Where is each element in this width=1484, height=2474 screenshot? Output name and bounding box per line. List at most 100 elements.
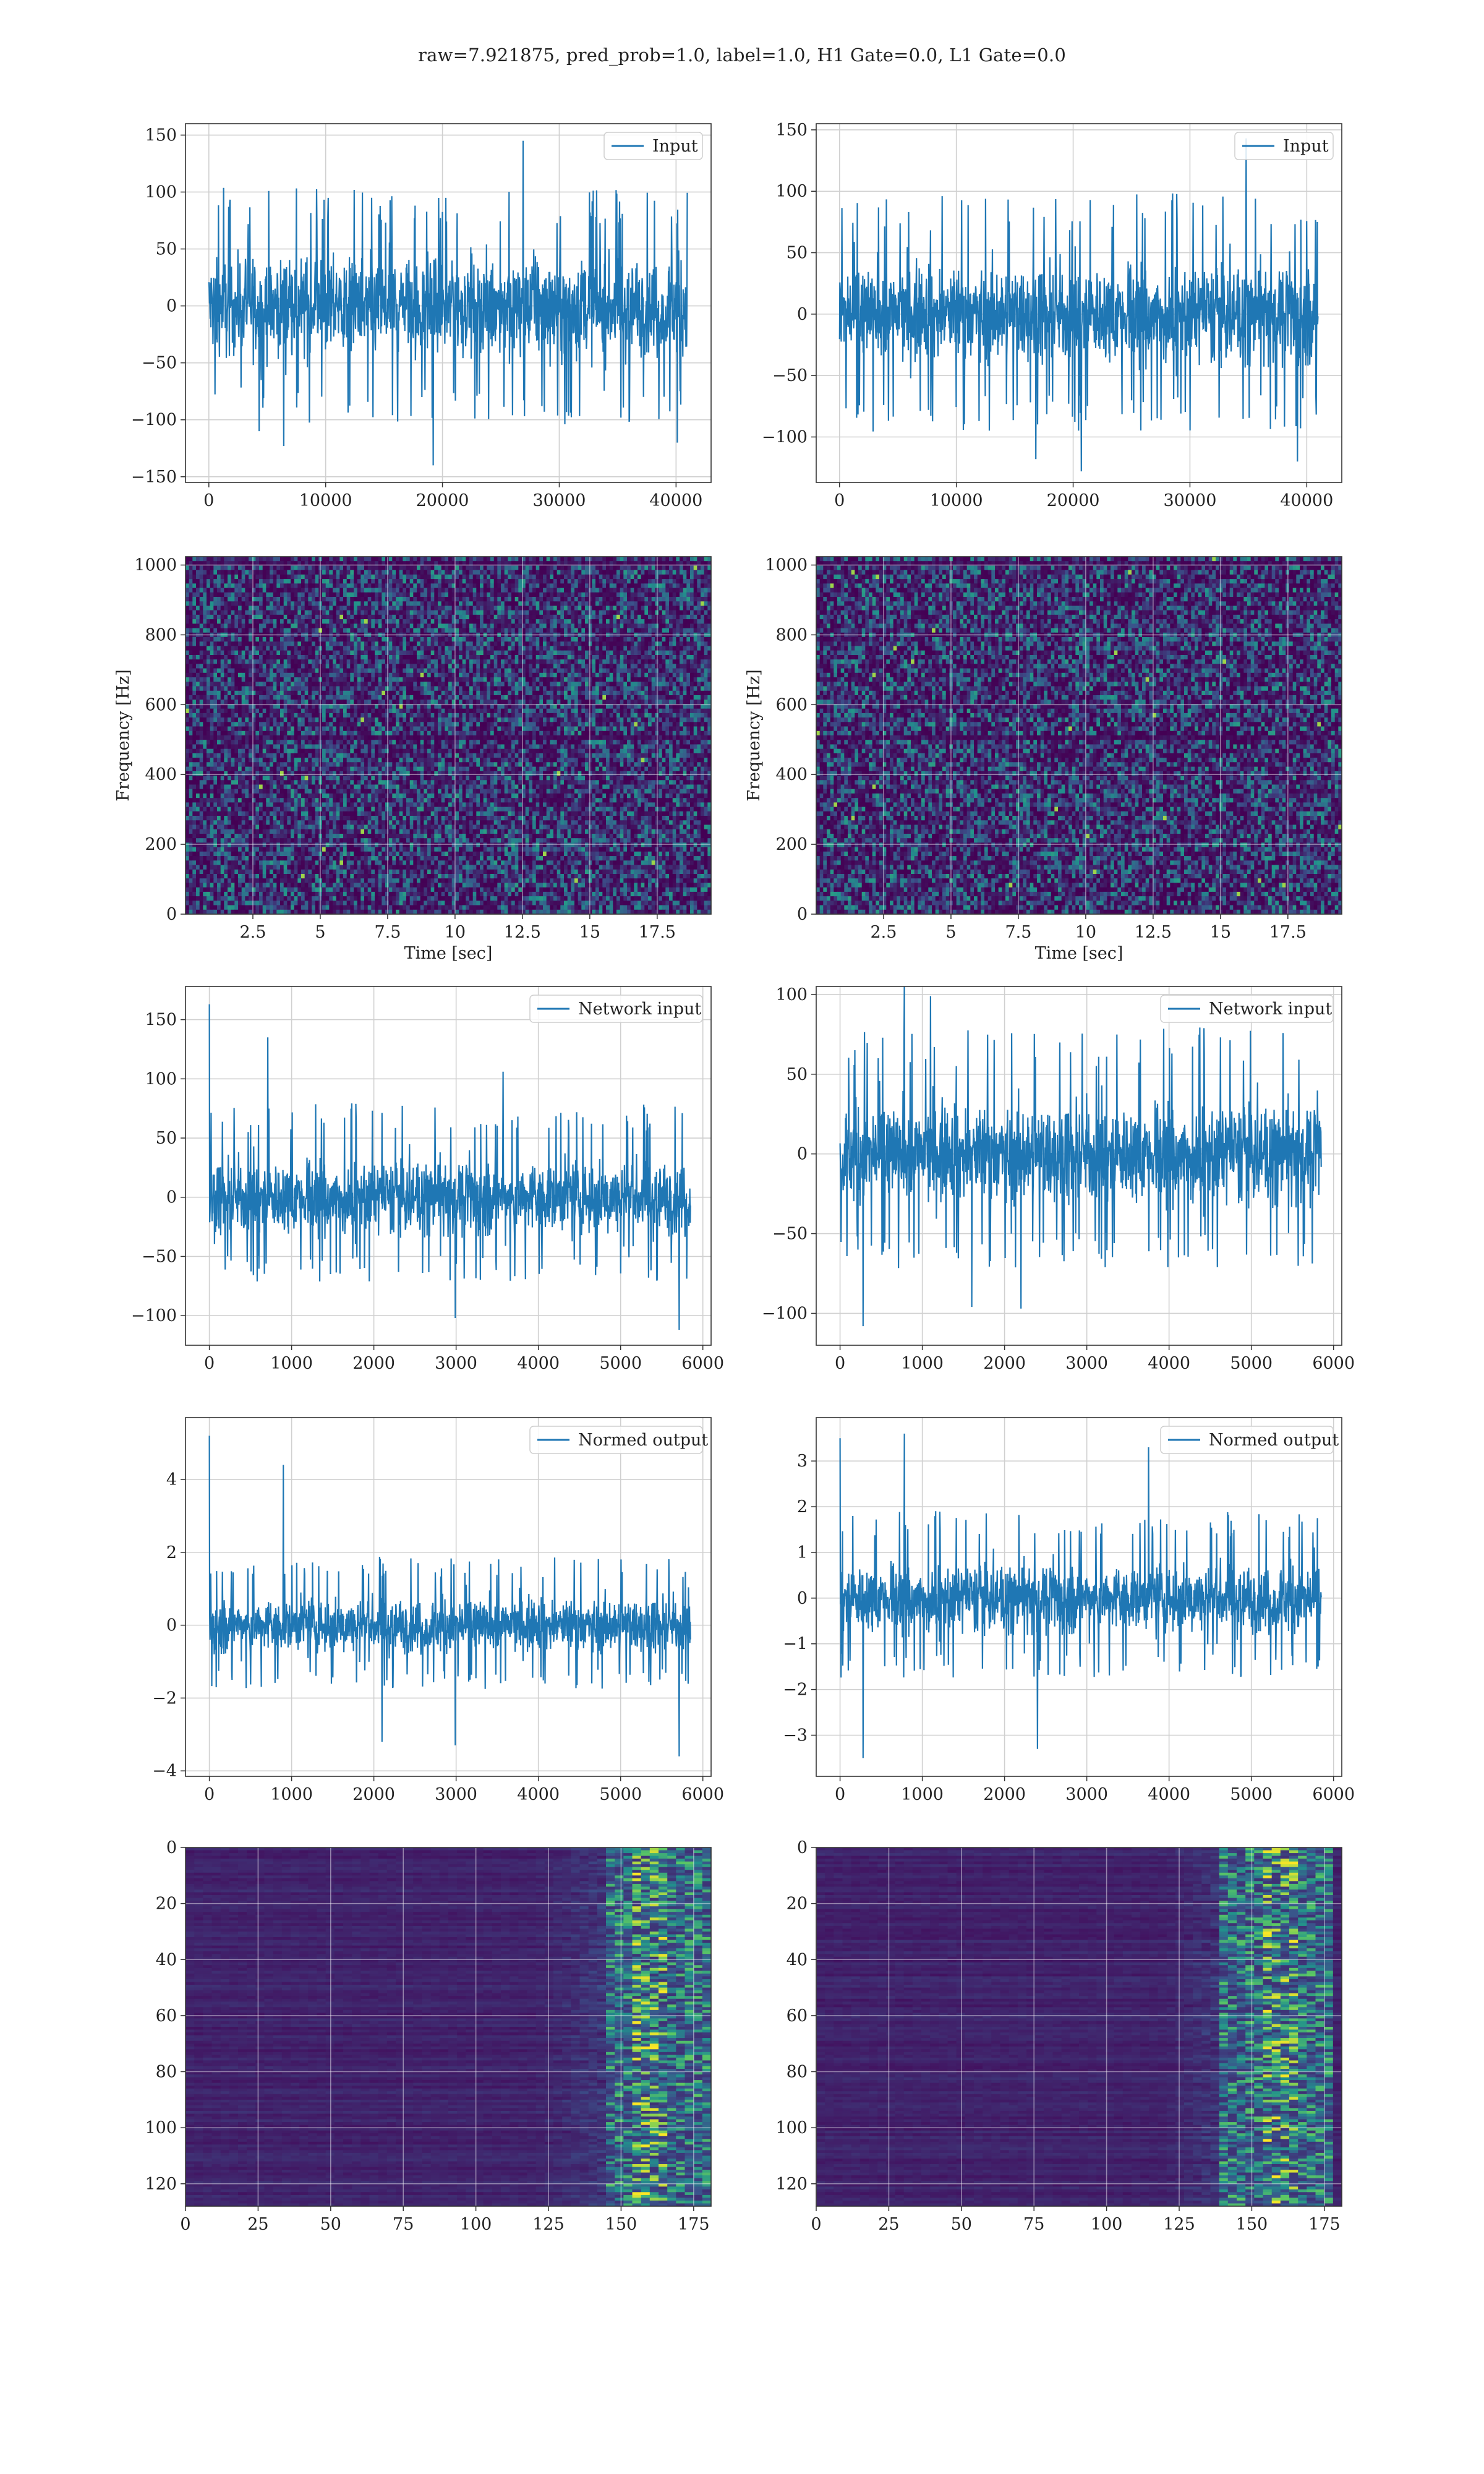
y-tick-label: 0 xyxy=(797,1838,808,1857)
y-tick-label: 600 xyxy=(775,695,808,714)
y-tick-label: −100 xyxy=(131,411,177,430)
heatmap-image xyxy=(186,557,711,914)
x-tick-label: 4000 xyxy=(1148,1354,1190,1373)
y-tick-label: −2 xyxy=(152,1689,177,1708)
figure-title: raw=7.921875, pred_prob=1.0, label=1.0, … xyxy=(0,45,1484,66)
axes-frame xyxy=(816,1847,1342,2207)
y-tick-label: 0 xyxy=(166,1188,177,1207)
subplot-r3-c0: 0 1000 2000 3000 4000 5000 6000 −4 −2 0 2 4 Normed o… xyxy=(152,1417,724,1804)
subplot-r1-c0: 2.5 5 7.5 10 12.5 15 17.5 0 200 400 600 800 1000 Time… xyxy=(114,556,712,963)
y-tick-label: 1 xyxy=(797,1543,808,1562)
y-tick-label: −2 xyxy=(783,1680,808,1700)
y-tick-label: 400 xyxy=(775,765,808,784)
x-tick-label: 5 xyxy=(945,923,956,942)
y-tick-label: 80 xyxy=(156,2063,177,2082)
series-line xyxy=(839,987,1322,1327)
x-tick-label: 17.5 xyxy=(1269,923,1307,942)
x-tick-label: 0 xyxy=(835,1785,845,1804)
x-tick-label: 15 xyxy=(1210,923,1231,942)
axes-frame xyxy=(816,1417,1342,1777)
legend-label: Normed output xyxy=(1209,1431,1339,1450)
y-tick-label: 0 xyxy=(797,905,808,924)
y-tick-label: −50 xyxy=(772,366,808,385)
legend: Normed output xyxy=(529,1426,708,1454)
legend: Network input xyxy=(529,995,703,1023)
x-tick-label: 2000 xyxy=(352,1354,395,1373)
x-tick-label: 12.5 xyxy=(1135,923,1172,942)
legend-label: Network input xyxy=(578,999,701,1019)
subplot-r1-c1: 2.5 5 7.5 10 12.5 15 17.5 0 200 400 600 800 1000 Time… xyxy=(744,556,1342,963)
x-tick-label: 5000 xyxy=(1230,1785,1273,1804)
x-axis-label: Time [sec] xyxy=(404,944,493,963)
x-tick-label: 0 xyxy=(204,1785,215,1804)
series-line xyxy=(839,1433,1322,1758)
y-tick-label: −100 xyxy=(762,428,808,447)
x-tick-label: 4000 xyxy=(517,1354,560,1373)
x-tick-label: 4000 xyxy=(517,1785,560,1804)
y-tick-label: −4 xyxy=(152,1761,177,1781)
y-tick-label: 20 xyxy=(787,1894,808,1914)
legend-label: Network input xyxy=(1209,999,1332,1019)
x-tick-label: 175 xyxy=(1308,2215,1341,2234)
x-tick-label: 1000 xyxy=(270,1785,313,1804)
x-tick-label: 0 xyxy=(204,1354,215,1373)
y-tick-label: 150 xyxy=(145,1011,177,1030)
y-tick-label: 50 xyxy=(156,240,177,259)
legend: Input xyxy=(1234,132,1334,160)
y-tick-label: 3 xyxy=(797,1452,808,1471)
y-tick-label: 0 xyxy=(166,1838,177,1857)
series-line xyxy=(208,140,688,466)
y-tick-label: −3 xyxy=(783,1726,808,1745)
x-tick-label: 6000 xyxy=(681,1785,724,1804)
x-tick-label: 175 xyxy=(678,2215,710,2234)
x-tick-label: 0 xyxy=(203,491,214,510)
legend-label: Input xyxy=(652,137,698,156)
y-tick-label: 800 xyxy=(145,625,177,644)
series-line xyxy=(208,1436,691,1757)
y-tick-label: 50 xyxy=(787,244,808,263)
x-tick-label: 25 xyxy=(247,2215,268,2234)
y-tick-label: 80 xyxy=(787,2063,808,2082)
y-tick-label: 100 xyxy=(775,2118,808,2138)
y-axis-label: Frequency [Hz] xyxy=(114,669,133,801)
y-tick-label: 120 xyxy=(775,2175,808,2194)
y-tick-label: 200 xyxy=(775,835,808,854)
x-tick-label: 1000 xyxy=(270,1354,313,1373)
y-tick-label: 100 xyxy=(775,182,808,201)
x-tick-label: 7.5 xyxy=(1005,923,1031,942)
y-tick-label: 60 xyxy=(787,2006,808,2026)
x-tick-label: 7.5 xyxy=(374,923,401,942)
y-tick-label: 60 xyxy=(156,2006,177,2026)
x-tick-label: 100 xyxy=(1091,2215,1123,2234)
axes-frame xyxy=(185,123,712,483)
x-tick-label: 20000 xyxy=(416,491,469,510)
y-tick-label: −1 xyxy=(783,1635,808,1654)
heatmap-image xyxy=(816,1847,1342,2206)
x-tick-label: 100 xyxy=(460,2215,492,2234)
y-tick-label: −100 xyxy=(131,1306,177,1325)
x-tick-label: 2000 xyxy=(983,1354,1026,1373)
y-tick-label: 0 xyxy=(166,905,177,924)
y-tick-label: 150 xyxy=(145,126,177,145)
x-tick-label: 1000 xyxy=(901,1785,944,1804)
y-tick-label: 600 xyxy=(145,695,177,714)
series-line xyxy=(838,138,1319,472)
axes-frame xyxy=(816,986,1342,1346)
x-tick-label: 5000 xyxy=(599,1785,642,1804)
axes-frame xyxy=(185,986,712,1346)
x-tick-label: 6000 xyxy=(1312,1354,1355,1373)
x-tick-label: 30000 xyxy=(532,491,586,510)
x-axis-label: Time [sec] xyxy=(1035,944,1124,963)
y-tick-label: 4 xyxy=(166,1470,177,1489)
y-tick-label: 40 xyxy=(787,1950,808,1969)
x-tick-label: 2.5 xyxy=(239,923,266,942)
y-tick-label: 2 xyxy=(166,1543,177,1562)
x-tick-label: 6000 xyxy=(681,1354,724,1373)
grid-lines xyxy=(186,1418,711,1776)
x-tick-label: 1000 xyxy=(901,1354,944,1373)
x-tick-label: 40000 xyxy=(1280,491,1333,510)
x-tick-label: 5 xyxy=(315,923,325,942)
y-tick-label: 50 xyxy=(156,1129,177,1148)
y-tick-label: −150 xyxy=(131,468,177,487)
